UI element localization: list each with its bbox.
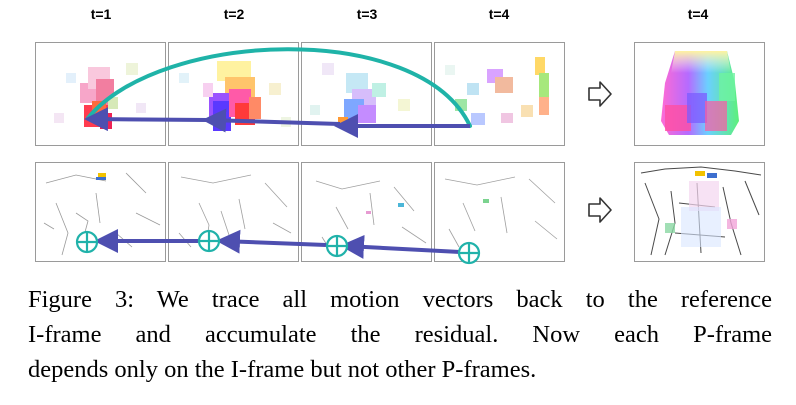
residual-arrow-t4-t3 [340, 234, 461, 259]
circle-plus-icon [457, 241, 481, 265]
caption-line-3: depends only on the I-frame but not othe… [28, 356, 537, 383]
mv-panel-t2 [168, 42, 299, 146]
caption-line-2: I-frame and accumulate the residual. Now… [28, 321, 772, 348]
mv-panel-t4 [434, 42, 565, 146]
result-label-t4: t=4 [687, 6, 709, 22]
mv-image-t2 [179, 61, 291, 131]
trace-arrow-t3-t2 [202, 108, 341, 133]
motion-trace-overlay [75, 47, 481, 265]
residual-panel-t4 [434, 162, 565, 262]
column-label-t1: t=1 [90, 6, 112, 22]
mv-image-t4 [445, 57, 549, 125]
trace-arrow-t2-t1 [84, 107, 209, 132]
residual-arrow-t3-t2 [216, 229, 327, 254]
figure-3: t=1 t=2 t=3 t=4 t=4 [35, 6, 765, 265]
residual-result-panel [634, 162, 765, 262]
right-arrow-icon [588, 81, 612, 107]
column-label-t2: t=2 [223, 6, 245, 22]
circle-plus-icon [325, 234, 349, 258]
circle-plus-icon [75, 230, 99, 254]
column-label-t3: t=3 [356, 6, 378, 22]
accumulated-residual-image [640, 166, 762, 256]
circle-plus-icon [197, 229, 221, 253]
accumulated-mv-image [661, 51, 739, 135]
caption-line-1: Figure 3: We trace all motion vectors ba… [28, 286, 772, 313]
right-arrow-icon [588, 197, 612, 223]
residual-image-t4 [444, 176, 558, 248]
figure-caption: Figure 3: We trace all motion vectors ba… [28, 282, 772, 387]
mv-result-panel [634, 42, 765, 146]
reference-arc [86, 47, 472, 128]
column-label-t4: t=4 [488, 6, 510, 22]
